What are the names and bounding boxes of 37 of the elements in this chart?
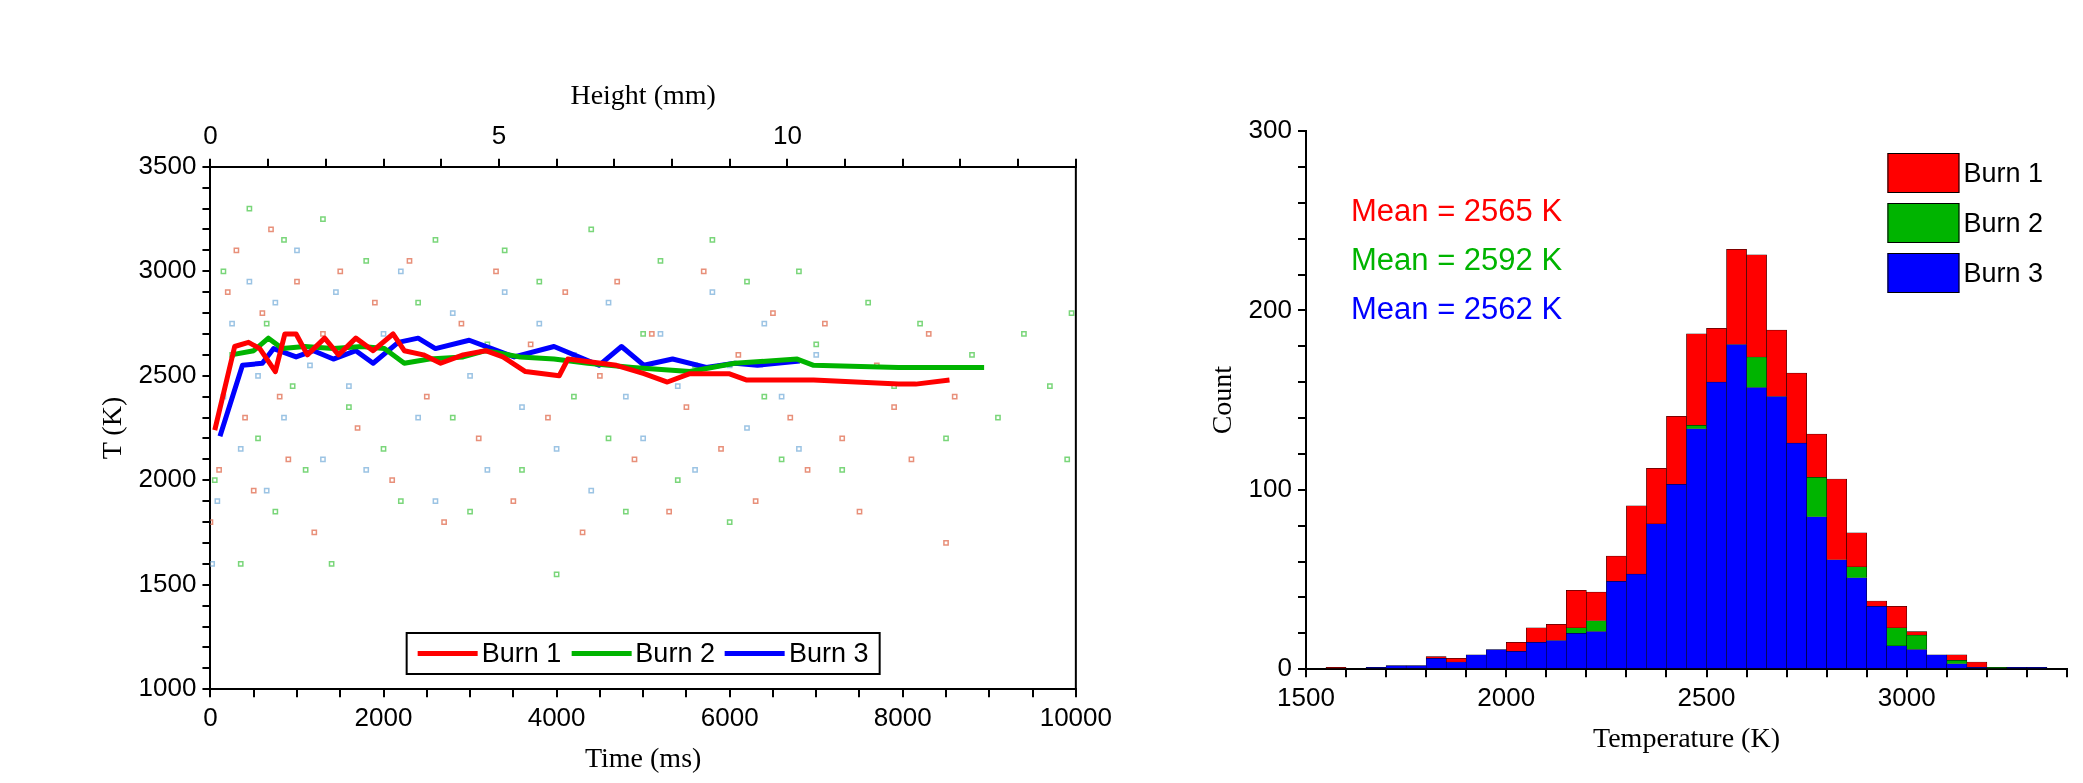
annotation: Mean = 2592 K xyxy=(1350,241,1563,279)
x-tick-label: 2000 xyxy=(1477,681,1536,712)
y-tick-label: 3000 xyxy=(138,254,197,285)
y-tick-label: 2500 xyxy=(138,358,197,389)
x-axis-title: Time (ms) xyxy=(584,741,702,773)
legend-label: Burn 1 xyxy=(481,638,562,670)
legend-label: Burn 1 xyxy=(1963,157,2043,189)
annotation: Mean = 2562 K xyxy=(1350,290,1563,328)
x2-tick-label: 10 xyxy=(772,120,802,151)
y-tick-label: 1000 xyxy=(138,672,197,703)
legend-label: Burn 2 xyxy=(635,638,715,670)
x-tick-label: 3000 xyxy=(1877,681,1936,712)
x-tick-label: 4000 xyxy=(527,701,586,732)
annotation: Mean = 2565 K xyxy=(1350,192,1563,230)
legend-label: Burn 3 xyxy=(1963,257,2043,289)
x-tick-label: 0 xyxy=(203,701,218,732)
y-axis-title: Count xyxy=(1206,365,1238,435)
y-tick-label: 200 xyxy=(1248,293,1292,324)
x2-tick-label: 5 xyxy=(491,120,507,151)
x2-axis-title: Height (mm) xyxy=(570,79,716,111)
y-tick-label: 100 xyxy=(1248,472,1292,503)
y-tick-label: 3500 xyxy=(138,149,197,180)
legend-label: Burn 2 xyxy=(1963,207,2043,239)
x-tick-label: 1500 xyxy=(1277,681,1335,712)
legend-label: Burn 3 xyxy=(788,638,869,670)
x-tick-label: 10000 xyxy=(1039,701,1113,732)
y-tick-label: 1500 xyxy=(138,567,197,598)
x2-tick-label: 0 xyxy=(203,120,218,151)
x-tick-label: 2000 xyxy=(354,701,413,732)
y-tick-label: 300 xyxy=(1248,114,1292,145)
y-tick-label: 0 xyxy=(1277,652,1292,683)
y-tick-label: 2000 xyxy=(138,463,197,494)
x-tick-label: 8000 xyxy=(873,701,932,732)
x-tick-label: 6000 xyxy=(700,701,759,732)
y-axis-title: T (K) xyxy=(96,396,128,460)
x-axis-title: Temperature (K) xyxy=(1593,721,1780,753)
x-tick-label: 2500 xyxy=(1677,681,1736,712)
